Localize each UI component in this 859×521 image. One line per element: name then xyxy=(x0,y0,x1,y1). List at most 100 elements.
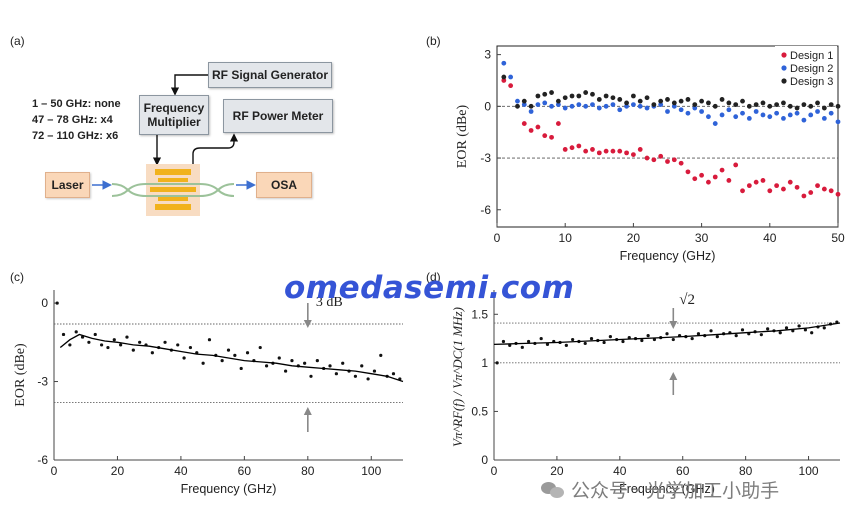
data-point xyxy=(602,340,606,345)
x-tick-label: 20 xyxy=(550,464,564,478)
arrow-chip-to-power-meter xyxy=(192,133,239,165)
data-point xyxy=(726,178,732,183)
data-point xyxy=(93,332,97,337)
y-axis-label: Vπ^RF(f) / Vπ^DC(1 MHz) xyxy=(450,307,465,447)
osa-box: OSA xyxy=(256,172,312,198)
plot-frame xyxy=(496,45,839,228)
data-point xyxy=(822,326,826,330)
data-point xyxy=(665,159,670,164)
data-point xyxy=(284,369,288,373)
data-point xyxy=(794,105,800,111)
multiplier-note: 1 – 50 GHz: none xyxy=(32,98,121,110)
data-point xyxy=(245,351,250,355)
data-point xyxy=(760,178,766,183)
data-point xyxy=(258,345,262,350)
data-point xyxy=(828,188,834,194)
data-point xyxy=(87,340,91,344)
data-point xyxy=(610,148,616,154)
data-point xyxy=(555,102,561,108)
data-point xyxy=(527,339,531,344)
data-point xyxy=(787,112,793,118)
data-point xyxy=(801,117,807,123)
data-point xyxy=(815,109,820,114)
data-point xyxy=(583,341,587,346)
data-point xyxy=(596,105,602,111)
data-point xyxy=(646,334,650,338)
data-point xyxy=(692,105,698,111)
data-point xyxy=(821,116,827,121)
wechat-icon xyxy=(541,480,565,500)
data-point xyxy=(719,97,725,102)
data-point xyxy=(545,342,550,346)
y-tick-label: 0 xyxy=(484,99,491,113)
data-point xyxy=(690,336,694,341)
x-tick-label: 20 xyxy=(627,231,641,245)
annotation-arrowhead xyxy=(669,372,678,380)
legend-marker xyxy=(781,52,787,58)
data-point xyxy=(290,359,294,363)
data-point xyxy=(778,331,782,335)
data-point xyxy=(712,174,718,180)
data-point xyxy=(521,98,527,104)
x-axis-label: Frequency (GHz) xyxy=(620,249,716,263)
data-point xyxy=(651,102,657,108)
data-point xyxy=(794,184,800,190)
data-point xyxy=(640,338,644,343)
data-point xyxy=(328,364,332,368)
data-point xyxy=(624,103,629,109)
data-point xyxy=(55,301,59,305)
data-point xyxy=(239,366,243,371)
data-point xyxy=(353,374,358,378)
data-point xyxy=(495,361,499,365)
x-tick-label: 80 xyxy=(301,464,315,478)
data-point xyxy=(583,103,589,109)
data-point xyxy=(535,124,541,130)
data-point xyxy=(150,351,154,355)
legend-label: Design 3 xyxy=(790,76,833,88)
x-tick-label: 10 xyxy=(559,231,573,245)
data-point xyxy=(590,91,595,97)
data-point xyxy=(360,364,364,368)
data-point xyxy=(715,335,719,339)
data-point xyxy=(671,100,677,106)
data-point xyxy=(699,98,704,104)
data-point xyxy=(341,361,345,365)
wechat-text: 公众号 · 光学加工小助手 xyxy=(571,480,780,502)
annotation-arrowhead xyxy=(669,321,678,329)
data-point xyxy=(562,147,568,152)
data-point xyxy=(125,335,129,339)
data-point xyxy=(774,110,780,116)
panel-label-b: (b) xyxy=(426,34,441,48)
data-point xyxy=(188,345,193,350)
data-point xyxy=(564,343,568,347)
data-point xyxy=(207,338,212,342)
annotation-arrowhead xyxy=(303,407,312,415)
data-point xyxy=(621,339,625,344)
x-axis-label: Frequency (GHz) xyxy=(181,482,277,496)
x-tick-label: 20 xyxy=(111,464,125,478)
data-point xyxy=(733,102,739,108)
data-point xyxy=(706,114,711,120)
data-point xyxy=(233,353,237,357)
data-point xyxy=(746,183,752,189)
data-point xyxy=(678,160,684,166)
data-point xyxy=(549,134,554,140)
data-point xyxy=(603,103,609,109)
multiplier-notes: 1 – 50 GHz: none 47 – 78 GHz: x4 72 – 11… xyxy=(32,96,121,144)
x-axis-label: Frequency (GHz) xyxy=(619,482,715,496)
data-point xyxy=(391,372,396,376)
data-point xyxy=(74,330,78,334)
data-point xyxy=(366,377,370,381)
legend-marker xyxy=(781,78,787,84)
rf-signal-generator-box: RF Signal Generator xyxy=(208,62,332,88)
data-point xyxy=(617,148,623,154)
legend-label: Design 1 xyxy=(790,50,833,62)
data-point xyxy=(277,356,281,360)
x-tick-label: 40 xyxy=(613,464,627,478)
data-point xyxy=(652,337,657,342)
data-point xyxy=(709,329,713,333)
x-tick-label: 30 xyxy=(695,231,709,245)
data-point xyxy=(603,93,609,99)
legend-label: Design 2 xyxy=(790,63,833,75)
